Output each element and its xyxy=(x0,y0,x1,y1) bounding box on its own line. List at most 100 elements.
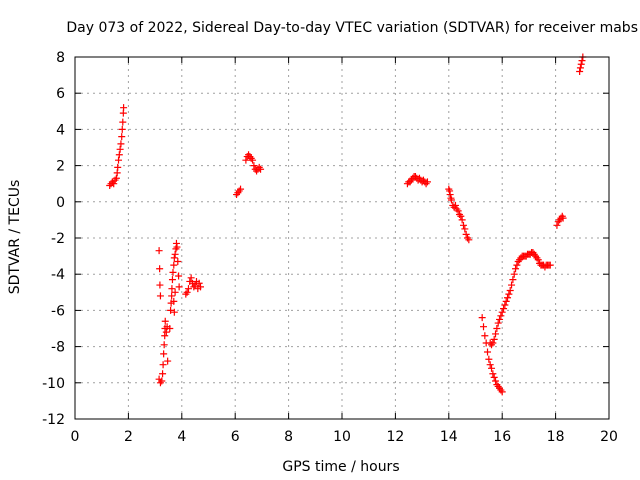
y-axis-label: SDTVAR / TECUs xyxy=(7,180,23,295)
data-point-marker xyxy=(159,361,167,369)
y-tick-label: 4 xyxy=(56,122,65,138)
data-point-marker xyxy=(161,317,169,325)
data-point-marker xyxy=(578,57,586,65)
data-point-marker xyxy=(498,388,506,396)
data-point-marker xyxy=(451,201,459,209)
data-point-marker xyxy=(158,377,166,385)
x-tick-label: 4 xyxy=(177,429,186,445)
data-point-marker xyxy=(242,156,250,164)
data-point-marker xyxy=(513,261,521,269)
data-point-marker xyxy=(546,261,554,269)
data-point-marker xyxy=(494,319,502,327)
data-point-marker xyxy=(501,301,509,309)
data-point-marker xyxy=(195,279,203,287)
data-point-marker xyxy=(465,236,473,244)
y-tick-label: -2 xyxy=(51,231,65,247)
data-point-marker xyxy=(120,104,128,112)
data-point-marker xyxy=(110,180,118,188)
data-point-marker xyxy=(191,281,199,289)
data-point-marker xyxy=(175,272,183,280)
data-point-marker xyxy=(485,355,493,363)
data-point-marker xyxy=(168,292,176,300)
x-tick-label: 10 xyxy=(333,429,351,445)
data-point-marker xyxy=(156,292,164,300)
data-point-marker xyxy=(462,230,470,238)
data-point-marker xyxy=(423,178,431,186)
data-point-marker xyxy=(164,357,172,365)
data-point-marker xyxy=(534,256,542,264)
x-tick-label: 8 xyxy=(284,429,293,445)
data-point-marker xyxy=(237,185,245,193)
data-point-marker xyxy=(116,145,124,153)
x-tick-label: 20 xyxy=(600,429,618,445)
data-point-marker xyxy=(115,156,123,164)
data-point-marker xyxy=(577,60,585,68)
data-points xyxy=(106,53,587,396)
data-point-marker xyxy=(510,270,518,278)
data-point-marker xyxy=(175,283,183,291)
data-point-marker xyxy=(250,162,258,170)
data-point-marker xyxy=(508,281,516,289)
data-point-marker xyxy=(168,285,176,293)
data-point-marker xyxy=(512,265,520,273)
x-axis-label: GPS time / hours xyxy=(282,459,399,475)
tick-labels: 0 2 4 6 8 10 12 14 16 18 20 -12 -10 -8 -6 -4 -2 0 2 4 6 8 xyxy=(42,50,618,445)
data-point-marker xyxy=(454,207,462,215)
data-point-marker xyxy=(459,221,467,229)
data-point-marker xyxy=(576,64,584,72)
data-point-marker xyxy=(161,332,169,340)
data-point-marker xyxy=(119,118,127,126)
data-point-marker xyxy=(114,163,122,171)
data-point-marker xyxy=(170,254,178,262)
x-tick-label: 18 xyxy=(547,429,565,445)
data-point-marker xyxy=(492,330,500,338)
data-point-marker xyxy=(117,140,125,148)
data-point-marker xyxy=(170,308,178,316)
x-tick-label: 14 xyxy=(440,429,458,445)
data-point-marker xyxy=(447,196,455,204)
data-point-marker xyxy=(168,276,176,284)
data-point-marker xyxy=(112,174,120,182)
chart-title: Day 073 of 2022, Sidereal Day-to-day VTE… xyxy=(66,20,638,36)
data-point-marker xyxy=(489,339,497,347)
data-point-marker xyxy=(480,323,488,331)
data-point-marker xyxy=(156,281,164,289)
data-point-marker xyxy=(446,191,454,199)
y-tick-label: 8 xyxy=(56,50,65,66)
data-point-marker xyxy=(115,151,123,159)
data-point-marker xyxy=(559,214,567,222)
x-tick-label: 12 xyxy=(386,429,404,445)
x-tick-label: 16 xyxy=(493,429,511,445)
data-point-marker xyxy=(500,305,508,313)
y-tick-label: -4 xyxy=(51,267,65,283)
data-point-marker xyxy=(167,306,175,314)
data-point-marker xyxy=(486,361,494,369)
data-point-marker xyxy=(155,247,163,255)
axis-ticks xyxy=(74,56,610,420)
data-point-marker xyxy=(160,350,168,358)
y-tick-label: 6 xyxy=(56,86,65,102)
data-point-marker xyxy=(502,297,510,305)
y-tick-label: -8 xyxy=(51,340,65,356)
data-point-marker xyxy=(183,288,191,296)
data-point-marker xyxy=(184,285,192,293)
data-point-marker xyxy=(506,286,514,294)
data-point-marker xyxy=(576,67,584,75)
data-point-marker xyxy=(504,294,512,302)
data-point-marker xyxy=(497,312,505,320)
data-point-marker xyxy=(174,258,182,266)
y-tick-label: -6 xyxy=(51,303,65,319)
data-point-marker xyxy=(257,165,265,173)
data-point-marker xyxy=(461,225,469,233)
grid-lines xyxy=(75,57,609,419)
data-point-marker xyxy=(166,325,174,332)
data-point-marker xyxy=(160,341,168,349)
data-point-marker xyxy=(118,133,126,141)
data-point-marker xyxy=(169,268,177,276)
data-point-marker xyxy=(196,283,204,291)
data-point-marker xyxy=(458,216,466,224)
data-point-marker xyxy=(505,290,513,298)
data-point-marker xyxy=(187,274,195,282)
